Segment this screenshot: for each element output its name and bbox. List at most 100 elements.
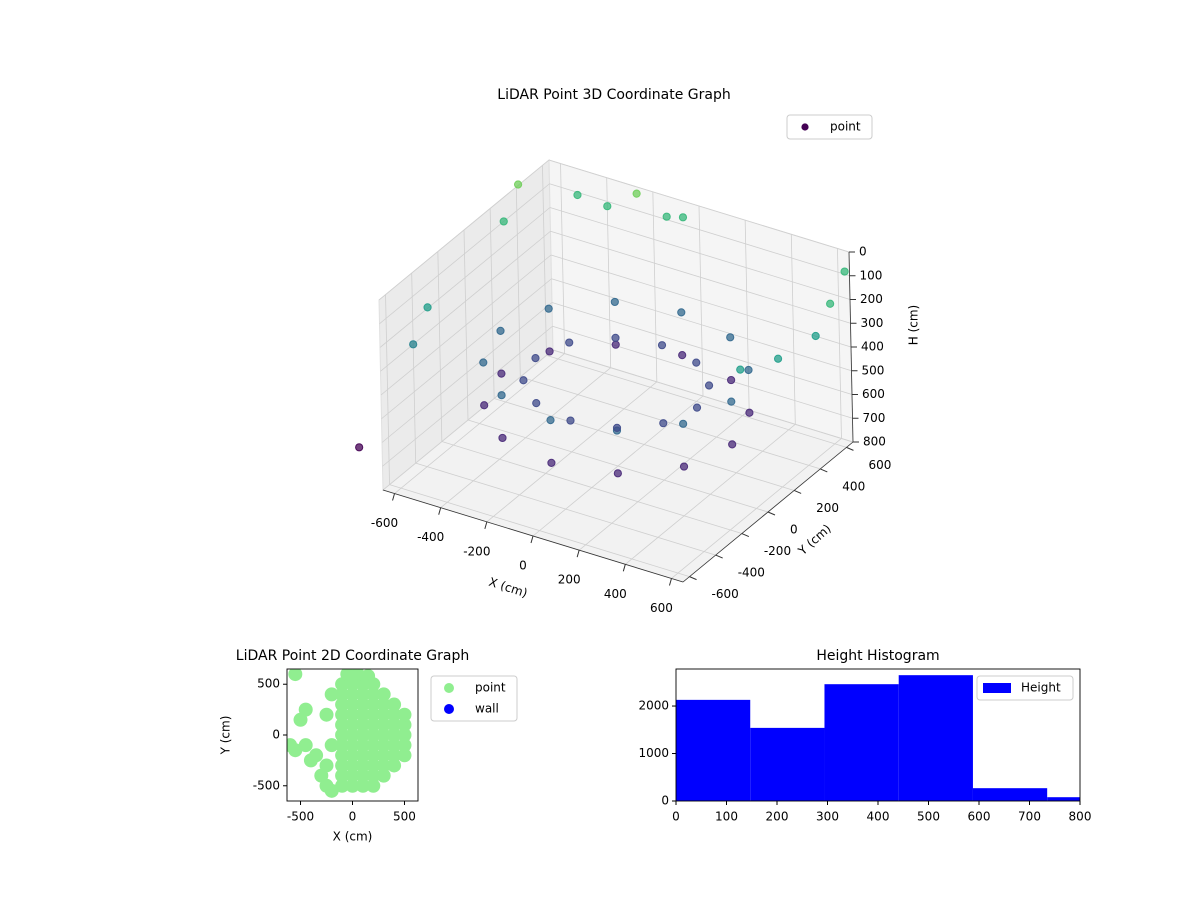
x-tick-label: -600 — [371, 516, 398, 530]
grid-line — [552, 349, 854, 443]
point — [532, 399, 541, 408]
x-tick — [438, 507, 442, 515]
point — [366, 717, 381, 732]
point — [355, 738, 370, 753]
y-tick-label: 0 — [790, 523, 798, 537]
point — [387, 738, 402, 753]
legend-label: wall — [475, 702, 499, 716]
z-tick-label: 700 — [863, 411, 886, 425]
x-tick-label: 500 — [917, 810, 940, 824]
legend-label: Height — [1021, 681, 1061, 695]
point — [387, 728, 402, 742]
point — [345, 707, 360, 722]
point — [335, 778, 350, 793]
point — [613, 469, 622, 478]
y-tick-label: -200 — [764, 544, 791, 558]
y-tick-label: 200 — [816, 501, 839, 515]
chart-title: LiDAR Point 3D Coordinate Graph — [497, 87, 730, 103]
bar — [898, 675, 973, 801]
point — [826, 299, 835, 308]
point — [366, 748, 381, 763]
point — [335, 697, 350, 712]
grid-line — [548, 159, 850, 253]
point — [397, 717, 412, 732]
legend-label: point — [830, 120, 861, 134]
y-tick-label: -600 — [712, 587, 739, 601]
bar — [1047, 797, 1080, 801]
x-tick-label: 300 — [816, 810, 839, 824]
point — [387, 758, 402, 773]
point — [376, 687, 391, 702]
z-tick-label: 400 — [861, 340, 884, 354]
point — [679, 462, 689, 471]
point — [387, 717, 402, 732]
point — [345, 697, 360, 712]
point — [376, 697, 391, 712]
x-tick-label: 800 — [1069, 810, 1092, 824]
point — [366, 758, 381, 773]
point — [679, 419, 688, 428]
point — [366, 738, 381, 753]
grid-line — [552, 325, 853, 419]
point — [677, 308, 686, 317]
point — [773, 354, 783, 363]
z-tick-label: 0 — [859, 245, 867, 259]
x-tick-label: 0 — [519, 559, 527, 573]
plot-area — [287, 669, 412, 798]
point — [355, 728, 370, 742]
point — [612, 423, 622, 432]
point — [704, 381, 714, 390]
point — [397, 748, 412, 763]
y-axis-line — [682, 441, 854, 583]
x-tick-label: 0 — [349, 810, 357, 824]
point — [840, 267, 849, 276]
point — [531, 354, 540, 363]
point — [479, 358, 488, 367]
point — [545, 347, 554, 356]
point — [657, 341, 667, 350]
point — [298, 702, 313, 717]
point — [319, 758, 334, 773]
point — [513, 180, 523, 189]
grid-line — [494, 398, 795, 491]
point — [335, 687, 350, 702]
point — [611, 340, 620, 349]
y-tick-label: 0 — [661, 794, 669, 808]
grid-line — [546, 355, 847, 448]
grid-line — [551, 278, 852, 372]
y-tick-label: -400 — [738, 566, 765, 580]
grid-line — [382, 349, 554, 491]
point — [397, 728, 412, 742]
y-tick — [820, 468, 828, 473]
point — [355, 687, 370, 702]
point — [632, 189, 641, 198]
point — [366, 697, 381, 712]
z-tick-label: 300 — [861, 316, 884, 330]
point — [366, 687, 381, 702]
point — [603, 202, 612, 211]
point — [409, 340, 418, 349]
point — [387, 707, 402, 722]
point — [480, 401, 489, 410]
legend-marker — [801, 123, 809, 131]
point — [324, 783, 339, 798]
grid-line — [549, 207, 851, 300]
point — [611, 333, 620, 342]
point — [345, 778, 360, 793]
grid-line — [441, 441, 742, 534]
x-tick-label: -200 — [463, 544, 490, 558]
point — [519, 376, 528, 385]
point — [366, 728, 381, 742]
point — [345, 717, 360, 732]
point — [376, 717, 391, 732]
point — [309, 748, 324, 763]
grid-line — [550, 254, 852, 348]
point — [287, 738, 298, 753]
y-tick-label: 1000 — [638, 746, 669, 760]
x-tick-label: 200 — [766, 810, 789, 824]
z-axis-label: H (cm) — [907, 305, 921, 346]
point — [727, 375, 736, 385]
grid-line — [520, 376, 821, 470]
grid-line — [389, 484, 690, 577]
point — [692, 403, 702, 412]
